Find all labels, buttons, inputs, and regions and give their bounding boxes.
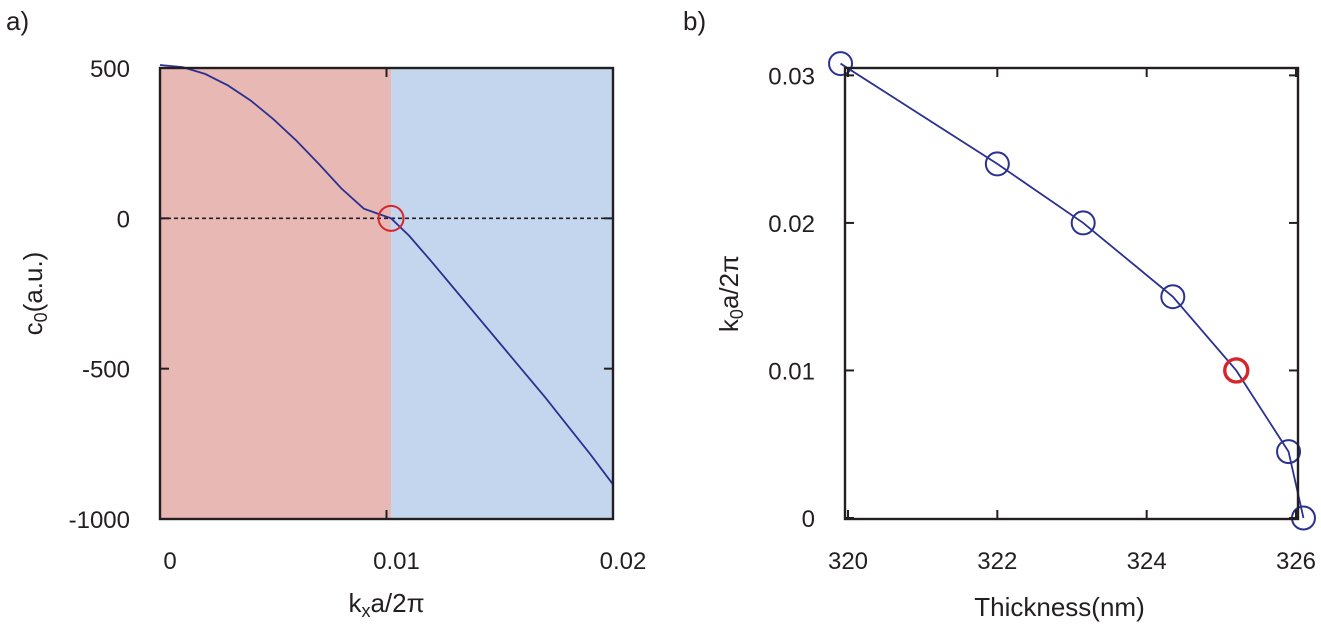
y-tick-label: 0 <box>117 206 130 233</box>
y-tick-label: 0.02 <box>768 211 815 238</box>
data-point <box>1160 284 1186 310</box>
x-axis-label: kxa/2π <box>348 588 424 621</box>
y-tick-label: 0.03 <box>768 63 815 90</box>
data-point <box>984 151 1010 177</box>
y-tick-label: 0 <box>802 506 815 533</box>
series-group <box>828 51 1316 531</box>
y-ticks: 500 0 -500 -1000 <box>69 56 613 534</box>
y-ticks: 0 0.01 0.02 0.03 <box>768 63 1298 533</box>
data-point <box>828 51 854 77</box>
series-line <box>159 64 614 485</box>
x-tick-label: 322 <box>977 548 1017 575</box>
y-tick-label: -500 <box>82 357 130 384</box>
data-point <box>1070 210 1096 236</box>
background-regions <box>160 68 613 519</box>
y-tick-label: 500 <box>90 56 130 83</box>
series-group <box>159 64 614 485</box>
crossing-marker <box>377 204 405 232</box>
x-axis-label: Thickness(nm) <box>974 592 1144 622</box>
highlight-point <box>1223 357 1250 384</box>
x-tick-label: 0.02 <box>600 548 647 575</box>
panel-b-label: b) <box>683 6 706 36</box>
data-point <box>1276 439 1302 465</box>
y-axis-label: c0(a.u.) <box>18 252 51 336</box>
x-tick-label: 320 <box>828 548 868 575</box>
y-tick-label: 0.01 <box>768 358 815 385</box>
x-ticks: 0 0.01 0.02 <box>159 68 647 575</box>
y-axis-label: k0a/2π <box>714 255 747 332</box>
panel-a-label: a) <box>6 6 29 36</box>
plot-frame <box>843 66 1300 521</box>
x-tick-label: 0.01 <box>373 548 420 575</box>
x-tick-label: 0 <box>163 548 176 575</box>
region-right <box>391 68 613 519</box>
panel-a: a) 0 0.01 0.02 500 0 -500 -1000 kxa/2π c0(a.u… <box>6 6 646 621</box>
x-tick-label: 324 <box>1127 548 1167 575</box>
x-tick-label: 326 <box>1276 548 1316 575</box>
y-tick-label: -1000 <box>69 507 130 534</box>
series-line <box>840 62 1305 519</box>
region-left <box>160 68 392 519</box>
x-ticks: 320 322 324 326 <box>828 68 1316 575</box>
marker-group <box>377 204 405 232</box>
panel-b: b) 320 322 324 326 0 0.01 0.02 0.03 Thickness(… <box>683 6 1316 622</box>
